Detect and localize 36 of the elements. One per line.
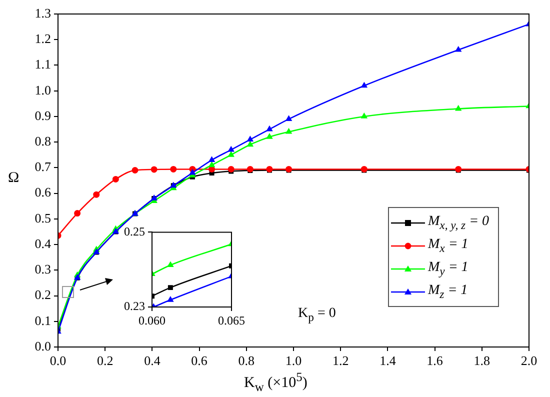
y-tick-label: 0.8 — [34, 134, 51, 148]
y-tick-label: 0.7 — [34, 159, 52, 174]
y-tick-label: 0.9 — [34, 108, 51, 123]
x-tick-label: 0.0 — [50, 353, 66, 368]
y-tick-label: 1.0 — [34, 82, 51, 98]
x-tick-label: 0.6 — [191, 353, 208, 368]
annotation: K$_{p}$ = 0 — [298, 306, 336, 324]
y-tick-label: 0.6 — [34, 184, 52, 200]
y-tick-label: 0.25 — [124, 224, 145, 238]
y-tick-label: 0.23 — [124, 299, 145, 314]
x-tick-label: 1.2 — [332, 353, 349, 368]
y-tick-label: 0.0 — [34, 338, 51, 354]
y-tick-label: 0.2 — [34, 287, 51, 302]
x-tick-label: 0.060 — [138, 313, 166, 328]
y-tick-label: 0.3 — [34, 262, 51, 277]
x-tick-label: 0.8 — [238, 353, 255, 368]
y-tick-label: 1.2 — [34, 31, 51, 46]
y-tick-label: 0.4 — [34, 236, 52, 251]
y-tick-label: 0.5 — [34, 210, 51, 226]
legend-label: M$_{y}$ = 1 — [428, 260, 468, 278]
x-tick-label: 1.8 — [474, 353, 490, 368]
y-tick-label: 1.1 — [34, 56, 51, 72]
x-tick-label: 0.4 — [144, 353, 161, 368]
x-tick-label: 1.4 — [380, 353, 396, 368]
legend-label: M$_{z}$ = 1 — [428, 282, 468, 300]
legend-label: M$_{x}$ = 1 — [428, 236, 468, 254]
x-tick-label: 1.0 — [285, 353, 302, 368]
x-axis-title: K$_{w}$ (×10$^{5}$) — [244, 370, 308, 395]
x-tick-label: 0.2 — [96, 353, 114, 368]
x-tick-label: 2.0 — [520, 353, 538, 368]
y-tick-label: 0.1 — [34, 312, 51, 328]
x-tick-label: 0.065 — [218, 313, 245, 328]
x-tick-label: 1.6 — [426, 353, 444, 368]
legend-label: M$_{x, y, z}$ = 0 — [428, 214, 490, 232]
y-tick-label: 1.3 — [34, 5, 51, 20]
y-axis-title: Ω — [8, 170, 20, 187]
